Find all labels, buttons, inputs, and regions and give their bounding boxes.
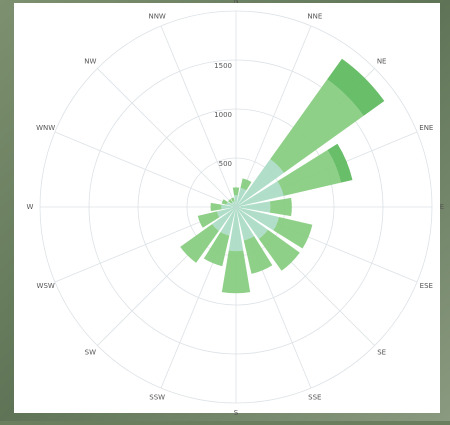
wind-sector	[212, 207, 236, 231]
r-tick-label: 1000	[214, 111, 232, 119]
r-tick-label: 500	[219, 160, 232, 168]
direction-label: NE	[377, 57, 387, 65]
direction-label: NNW	[148, 13, 165, 21]
wind-sector	[231, 202, 236, 207]
wind-sector	[236, 207, 255, 241]
wind-sector	[277, 149, 342, 196]
wind-sector	[269, 197, 292, 217]
direction-label: ESE	[420, 282, 433, 290]
grid-line	[88, 59, 384, 355]
wind-sector	[243, 236, 273, 274]
wind-sector	[236, 181, 284, 207]
direction-label: SW	[85, 349, 96, 357]
direction-label: NNE	[307, 13, 322, 21]
r-tick-label: 1500	[214, 62, 232, 70]
wind-sector	[232, 201, 236, 207]
wind-sector	[270, 79, 364, 173]
wind-sector	[230, 197, 235, 203]
direction-label: NW	[84, 57, 96, 65]
wind-sector	[258, 229, 300, 271]
direction-label: W	[27, 203, 34, 211]
wind-sector	[226, 201, 236, 207]
direction-label: E	[440, 203, 444, 211]
direction-label: ENE	[419, 124, 433, 132]
wind-sector	[236, 201, 271, 213]
wind-sector	[234, 195, 238, 207]
wind-sector	[228, 199, 233, 204]
wind-sector	[210, 202, 222, 212]
wind-sector	[216, 207, 236, 218]
wind-sector	[327, 58, 385, 116]
wind-sector	[327, 143, 353, 183]
wind-sector	[273, 216, 313, 249]
direction-label: SSE	[308, 393, 321, 401]
direction-label: WSW	[37, 282, 55, 290]
wind-sector	[180, 224, 219, 263]
grid-line	[137, 108, 335, 306]
wind-sector	[236, 187, 247, 207]
wind-sector	[232, 187, 240, 196]
wind-sector	[220, 207, 236, 236]
wind-sector	[221, 199, 228, 205]
wind-sector	[203, 231, 230, 267]
wind-sector	[221, 250, 251, 294]
direction-label: S	[234, 409, 239, 417]
wind-sector	[228, 207, 244, 252]
direction-label: SSW	[149, 393, 165, 401]
direction-label: WNW	[36, 124, 55, 132]
wind-sector	[221, 204, 236, 210]
wind-sector	[236, 159, 284, 207]
direction-label: SE	[377, 349, 386, 357]
direction-label: N	[233, 0, 238, 5]
wind-sector	[197, 211, 220, 228]
wind-sector	[236, 207, 268, 239]
wind-sector	[236, 207, 279, 231]
wind-sector	[240, 178, 252, 191]
